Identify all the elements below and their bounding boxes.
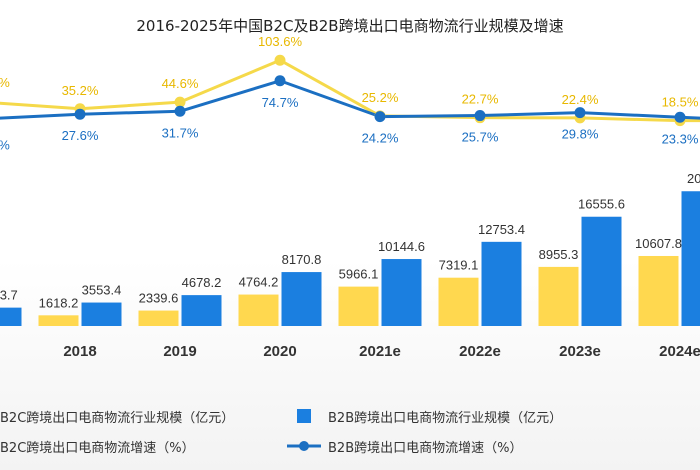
bar-b2b-2023e [581,216,622,326]
rate-label-b2b-2019: 31.7% [162,125,199,140]
rate-label-b2b-2017: % [0,138,10,153]
rate-label-b2c-2017: % [0,75,10,90]
legend-swatch-b2b-scale [297,409,311,423]
marker-b2b-rate-2023e [574,107,586,119]
rate-label-b2c-2019: 44.6% [162,76,199,91]
legend-label-b2b-rate: B2B跨境出口电商物流增速（%） [328,441,522,456]
legend-label-b2b-scale: B2B跨境出口电商物流行业规模（亿元） [328,411,562,426]
bar-b2b-2018 [81,302,122,326]
marker-b2b-rate-2024e [674,111,686,123]
bar-label-b2b-2017: 783.7 [0,288,18,303]
category-label-2021e: 2021e [359,343,401,360]
rate-label-b2c-2023e: 22.4% [562,92,599,107]
bar-label-b2b-2023e: 16555.6 [578,197,625,212]
category-label-2023e: 2023e [559,343,601,360]
rate-label-b2c-2021e: 25.2% [362,90,399,105]
bar-b2c-2018 [38,315,79,326]
chart-title: 2016-2025年中国B2C及B2B跨境出口电商物流行业规模及增速 [136,17,563,35]
category-axis: 72018201920202021e2022e2023e2024e [63,343,700,360]
legend-label-b2c-rate: B2C跨境出口电商物流增速（%） [0,441,195,456]
rate-label-b2c-2024e: 18.5% [662,95,699,110]
line-b2c-rate [0,58,700,123]
rate-label-b2b-2023e: 29.8% [562,127,599,142]
bar-label-b2b-2022e: 12753.4 [478,222,525,237]
bar-label-b2c-2021e: 5966.1 [339,267,379,282]
marker-b2b-rate-2022e [474,110,486,122]
bar-b2b-2024e [681,191,700,326]
bar-b2b-2021e [381,259,422,326]
marker-b2b-rate-2021e [374,111,386,123]
marker-b2c-rate-2020 [274,54,286,66]
rate-label-b2b-2020: 74.7% [262,95,299,110]
rate-label-b2c-2020: 103.6% [258,34,303,49]
marker-b2c-rate-2019 [174,96,186,108]
rate-label-b2b-2022e: 25.7% [462,130,499,145]
bar-b2b-2020 [281,272,322,326]
bar-label-b2c-2022e: 7319.1 [439,258,479,273]
category-label-2018: 2018 [63,343,96,360]
bar-label-b2b-2018: 3553.4 [82,283,122,298]
category-label-2022e: 2022e [459,343,501,360]
bar-label-b2b-2024e: 2041 [687,171,700,186]
bar-b2c-2022e [438,277,479,326]
bar-label-b2c-2024e: 10607.8 [635,236,682,251]
bar-b2b-2022e [481,241,522,326]
bar-b2c-2024e [638,255,679,326]
rate-label-b2b-2018: 27.6% [62,128,99,143]
bar-b2b-2017 [0,307,22,326]
bar-b2c-2021e [338,286,379,326]
bar-b2c-2023e [538,266,579,326]
bar-label-b2c-2019: 2339.6 [139,291,179,306]
legend-swatch-b2b-rate-marker [299,441,309,451]
bar-b2b-2019 [181,295,222,326]
marker-b2b-rate-2020 [274,75,286,87]
rate-label-b2b-2021e: 24.2% [362,131,399,146]
legend: B2C跨境出口电商物流行业规模（亿元） B2B跨境出口电商物流行业规模（亿元） … [0,409,562,456]
rate-label-b2c-2018: 35.2% [62,83,99,98]
rate-label-b2c-2022e: 22.7% [462,92,499,107]
category-label-2019: 2019 [163,343,196,360]
bar-label-b2c-2023e: 8955.3 [539,247,579,262]
bar-label-b2c-2020: 4764.2 [239,275,279,290]
category-label-2024e: 2024e [659,343,700,360]
category-label-2020: 2020 [263,343,296,360]
bars-layer [0,191,700,326]
bar-label-b2b-2019: 4678.2 [182,275,222,290]
bar-b2c-2019 [138,310,179,326]
bar-label-b2c-2018: 1618.2 [39,295,79,310]
bar-label-b2b-2020: 8170.8 [282,252,322,267]
line-labels-layer: % 35.2% 44.6% 103.6% 25.2% 22.7% 22.4% 18.5%% 27… [0,34,699,152]
marker-b2b-rate-2018 [74,108,86,120]
bar-b2c-2020 [238,294,279,326]
marker-b2b-rate-2019 [174,105,186,117]
rate-label-b2b-2024e: 23.3% [662,131,699,146]
legend-label-b2c-scale: B2C跨境出口电商物流行业规模（亿元） [0,411,234,426]
lines-layer [0,54,700,127]
bar-label-b2b-2021e: 10144.6 [378,239,425,254]
